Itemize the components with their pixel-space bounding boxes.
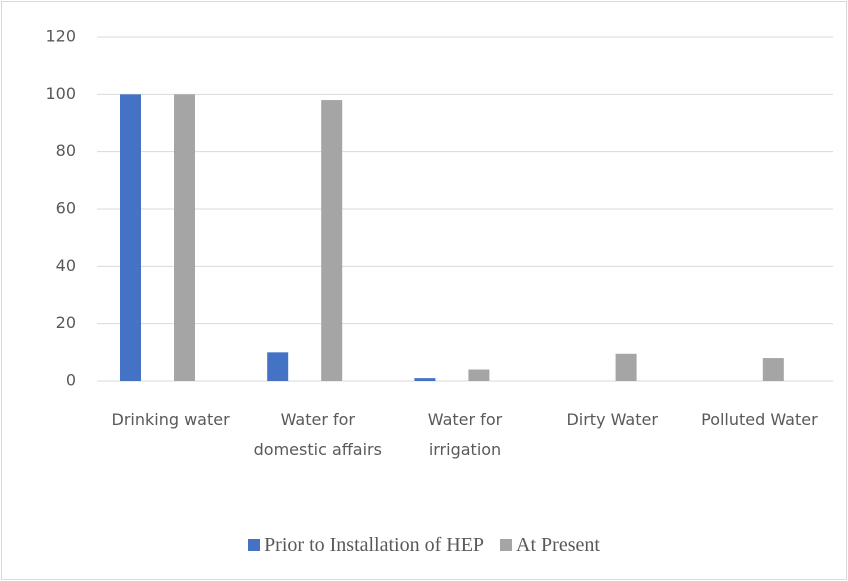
bar — [120, 94, 141, 381]
x-tick-label: Polluted Water — [701, 410, 818, 429]
legend-item: At Present — [500, 534, 600, 556]
bar — [267, 352, 289, 381]
y-tick-label: 0 — [66, 371, 76, 390]
bar — [762, 358, 784, 381]
legend-label: At Present — [516, 534, 600, 556]
y-tick-label: 60 — [56, 199, 76, 218]
legend-label: Prior to Installation of HEP — [264, 534, 485, 556]
y-tick-label: 40 — [56, 256, 76, 275]
bar — [414, 378, 436, 381]
x-tick-label: Dirty Water — [566, 410, 658, 429]
x-tick-label: Water for irrigation — [427, 410, 503, 459]
legend-swatch — [500, 539, 513, 551]
bar — [321, 100, 343, 382]
y-tick-label: 120 — [45, 27, 76, 46]
x-tick-label: Water for domestic affairs — [253, 410, 382, 459]
legend-item: Prior to Installation of HEP — [248, 534, 484, 556]
bar — [174, 94, 195, 381]
bar — [468, 369, 490, 381]
x-tick-label: Drinking water — [111, 410, 230, 429]
y-tick-label: 80 — [56, 141, 76, 160]
legend: Prior to Installation of HEP At Present — [0, 534, 848, 557]
bar — [615, 353, 637, 381]
y-tick-label: 20 — [56, 313, 76, 332]
y-tick-label: 100 — [45, 84, 76, 103]
legend-swatch — [248, 539, 261, 551]
